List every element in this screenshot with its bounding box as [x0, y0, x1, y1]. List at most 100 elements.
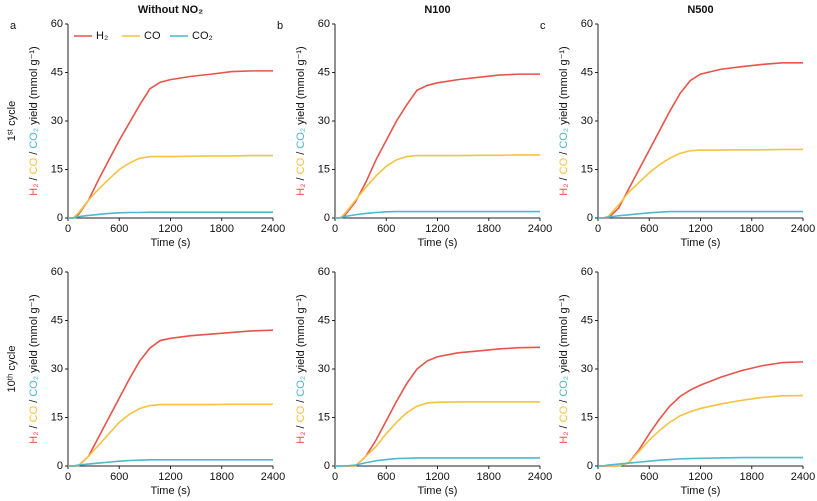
x-tick-label: 2400	[261, 471, 285, 483]
y-tick-label: 45	[318, 66, 330, 78]
x-tick-label: 600	[110, 471, 128, 483]
row-label: 10ᵗʰ cycle	[6, 346, 18, 393]
x-tick-label: 0	[332, 223, 338, 235]
y-axis-label: H₂ / CO / CO₂ yield (mmol g⁻¹)	[295, 294, 307, 443]
y-label-part: CO	[558, 405, 570, 422]
y-tick-label: 45	[51, 314, 63, 326]
y-tick-label: 60	[51, 18, 63, 30]
series-line	[68, 403, 273, 467]
x-tick-label: 600	[110, 223, 128, 235]
x-tick-label: 600	[640, 471, 658, 483]
x-axis-label: Time (s)	[418, 485, 458, 497]
series-line	[68, 459, 273, 467]
y-label-part: /	[28, 174, 40, 183]
y-label-part: CO	[295, 157, 307, 174]
y-tick-label: 45	[318, 314, 330, 326]
series-line	[68, 70, 273, 219]
y-label-part: CO₂	[295, 128, 307, 149]
x-tick-label: 0	[65, 223, 71, 235]
y-tick-label: 0	[324, 460, 330, 472]
y-tick-label: 0	[57, 460, 63, 472]
y-label-part: H₂	[28, 184, 40, 196]
y-axis-label: H₂ / CO / CO₂ yield (mmol g⁻¹)	[28, 294, 40, 443]
y-tick-label: 15	[318, 163, 330, 175]
x-tick-label: 1200	[425, 223, 449, 235]
y-tick-label: 0	[587, 212, 593, 224]
x-axis-label: Time (s)	[151, 237, 191, 249]
x-tick-label: 1200	[158, 223, 182, 235]
y-label-part: CO₂	[28, 376, 40, 397]
x-tick-label: 2400	[791, 223, 815, 235]
y-tick-label: 15	[51, 163, 63, 175]
y-label-part: yield (mmol g⁻¹)	[558, 46, 570, 128]
legend-label: CO	[144, 30, 161, 42]
x-tick-label: 600	[640, 223, 658, 235]
x-tick-label: 1800	[210, 471, 234, 483]
y-tick-label: 15	[581, 163, 593, 175]
y-label-part: /	[28, 422, 40, 431]
y-tick-label: 30	[581, 363, 593, 375]
series-line	[335, 73, 540, 219]
x-tick-label: 0	[595, 471, 601, 483]
y-label-part: CO	[558, 157, 570, 174]
y-label-part: /	[28, 397, 40, 406]
y-label-part: H₂	[295, 184, 307, 196]
y-label-part: CO	[295, 405, 307, 422]
y-tick-label: 60	[51, 266, 63, 278]
series-line	[598, 361, 804, 467]
legend-label: CO₂	[192, 30, 213, 42]
x-tick-label: 2400	[261, 223, 285, 235]
y-label-part: CO₂	[558, 376, 570, 397]
y-label-part: /	[558, 397, 570, 406]
x-tick-label: 600	[377, 471, 395, 483]
y-tick-label: 60	[581, 18, 593, 30]
y-label-part: CO₂	[295, 376, 307, 397]
y-label-part: CO₂	[558, 128, 570, 149]
y-tick-label: 0	[587, 460, 593, 472]
column-title: Without NO₂	[138, 4, 203, 16]
y-tick-label: 0	[57, 212, 63, 224]
y-label-part: /	[295, 149, 307, 158]
x-tick-label: 2400	[528, 223, 552, 235]
series-line	[598, 456, 803, 467]
y-label-part: /	[558, 174, 570, 183]
y-tick-label: 15	[318, 411, 330, 423]
y-tick-label: 30	[318, 363, 330, 375]
y-label-part: /	[28, 149, 40, 158]
y-tick-label: 60	[581, 266, 593, 278]
x-axis-label: Time (s)	[681, 485, 721, 497]
x-axis-label: Time (s)	[151, 485, 191, 497]
y-tick-label: 0	[324, 212, 330, 224]
legend-label: H₂	[96, 30, 108, 42]
y-label-part: CO	[28, 157, 40, 174]
y-label-part: H₂	[558, 184, 570, 196]
y-tick-label: 60	[318, 266, 330, 278]
y-axis-label: H₂ / CO / CO₂ yield (mmol g⁻¹)	[295, 46, 307, 195]
y-tick-label: 15	[51, 411, 63, 423]
y-label-part: /	[558, 422, 570, 431]
x-tick-label: 1800	[740, 471, 764, 483]
series-line	[598, 210, 803, 219]
y-tick-label: 30	[51, 363, 63, 375]
x-tick-label: 1800	[210, 223, 234, 235]
x-tick-label: 1200	[425, 471, 449, 483]
x-tick-label: 1800	[740, 223, 764, 235]
y-tick-label: 45	[581, 66, 593, 78]
x-tick-label: 600	[377, 223, 395, 235]
x-tick-label: 1200	[688, 471, 712, 483]
y-label-part: yield (mmol g⁻¹)	[28, 294, 40, 376]
y-label-part: H₂	[558, 432, 570, 444]
series-line	[335, 346, 541, 467]
column-title: N100	[424, 4, 450, 16]
y-axis-label: H₂ / CO / CO₂ yield (mmol g⁻¹)	[558, 46, 570, 195]
y-tick-label: 45	[581, 314, 593, 326]
x-tick-label: 0	[332, 471, 338, 483]
series-line	[68, 211, 273, 219]
y-label-part: /	[558, 149, 570, 158]
panel-letter: b	[277, 20, 283, 32]
y-axis-label: H₂ / CO / CO₂ yield (mmol g⁻¹)	[28, 46, 40, 195]
x-tick-label: 0	[65, 471, 71, 483]
y-label-part: /	[295, 397, 307, 406]
x-axis-label: Time (s)	[418, 237, 458, 249]
y-label-part: /	[295, 422, 307, 431]
